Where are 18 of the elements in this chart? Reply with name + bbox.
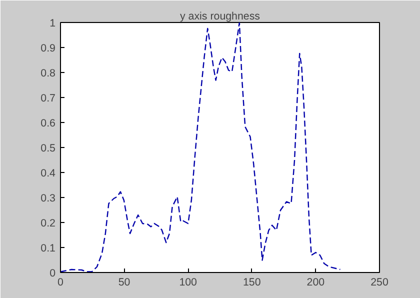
y-tick-label: 0.1 bbox=[40, 242, 56, 254]
x-tick-label: 50 bbox=[118, 276, 130, 288]
x-tick-label: 200 bbox=[306, 276, 325, 288]
y-tick-label: 1 bbox=[50, 18, 56, 30]
y-tick-label: 0.7 bbox=[40, 92, 56, 104]
y-tick-label: 0.9 bbox=[40, 42, 56, 54]
y-tick-label: 0 bbox=[50, 268, 56, 280]
y-tick-label: 0.8 bbox=[40, 68, 56, 80]
y-tick-label: 0.3 bbox=[40, 192, 56, 204]
y-tick-label: 0.2 bbox=[40, 218, 56, 230]
x-tick-label: 0 bbox=[58, 276, 64, 288]
y-tick-label: 0.4 bbox=[40, 168, 56, 180]
y-tick-label: 0.5 bbox=[40, 142, 56, 154]
chart-title: y axis roughness bbox=[180, 10, 260, 22]
x-tick-label: 100 bbox=[179, 276, 198, 288]
x-tick-label: 250 bbox=[370, 276, 388, 288]
y-tick-label: 0.6 bbox=[40, 118, 56, 130]
x-tick-label: 150 bbox=[243, 276, 261, 288]
